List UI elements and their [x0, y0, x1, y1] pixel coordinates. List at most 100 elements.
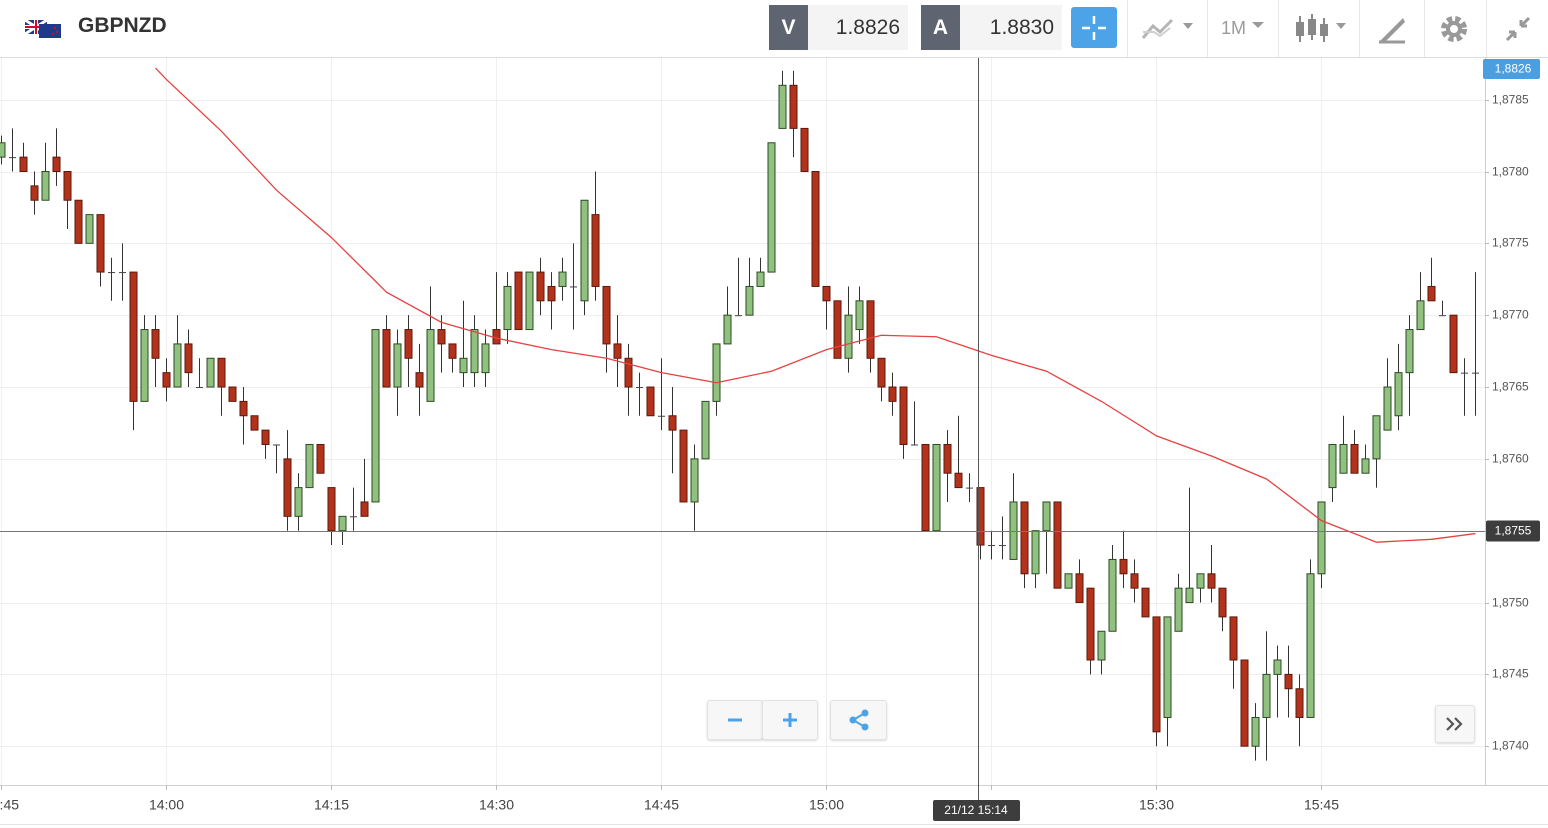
candle-body	[1350, 443, 1359, 474]
candle-body	[767, 142, 776, 273]
crosshair-button[interactable]	[1071, 7, 1117, 48]
candle-body	[108, 272, 115, 274]
candle-body	[570, 286, 577, 288]
candle-body	[492, 329, 501, 345]
bid-price: 1.8826	[808, 5, 908, 50]
candle-body	[943, 443, 952, 474]
candle-body	[437, 329, 446, 345]
candle-body	[96, 214, 105, 273]
candle-body	[448, 343, 457, 359]
candle-body	[668, 415, 677, 431]
overlay	[155, 67, 1476, 543]
candle-body	[690, 458, 699, 503]
candle-body	[701, 400, 710, 460]
candle-body	[1284, 673, 1293, 690]
candle-body	[1163, 616, 1172, 718]
x-tick-label: 15:45	[1304, 797, 1339, 813]
scroll-right-button[interactable]	[1435, 705, 1475, 743]
candle-body	[1383, 386, 1392, 431]
candle-body	[855, 300, 864, 331]
timeframe-button[interactable]: 1M	[1221, 18, 1247, 38]
candle-body	[735, 315, 742, 317]
candle-body	[305, 443, 314, 489]
candle-body	[1207, 573, 1216, 589]
settings-button[interactable]	[1438, 13, 1470, 45]
candle-body	[239, 400, 248, 417]
candle-body	[338, 515, 347, 532]
candle-body	[196, 387, 203, 389]
candle-body	[1097, 630, 1106, 661]
candle-body	[800, 127, 809, 173]
candle-body	[602, 285, 611, 345]
candle-body	[1472, 372, 1479, 374]
crosshair-time-box	[933, 800, 1020, 821]
candle-body	[1218, 587, 1227, 618]
candle-body	[723, 314, 732, 345]
plot-area	[0, 58, 1485, 785]
candle-body	[1119, 558, 1128, 575]
candle-body	[1053, 501, 1062, 589]
zoom-out-button[interactable]	[707, 700, 763, 740]
share-button[interactable]	[830, 700, 887, 740]
candle-body	[1031, 530, 1040, 575]
y-tick-label: 1,8745	[1492, 667, 1529, 681]
candle-body	[911, 444, 918, 446]
candle-body	[173, 343, 182, 388]
candle-body	[756, 271, 765, 287]
y-tick-label: 1,8775	[1492, 236, 1529, 250]
candle-body	[547, 285, 556, 302]
last-price-box	[1483, 59, 1540, 79]
collapse-button[interactable]	[1503, 14, 1533, 44]
candle-body	[877, 357, 886, 388]
candle-body	[1042, 501, 1051, 532]
candle-body	[591, 214, 600, 287]
candle-body	[1174, 587, 1183, 632]
y-tick-label: 1,8740	[1492, 739, 1529, 753]
candle-body	[822, 285, 831, 302]
crosshair-icon	[1082, 15, 1106, 40]
candle-body	[712, 343, 721, 402]
candle-body	[536, 271, 545, 302]
grid	[0, 58, 1485, 785]
candle-body	[316, 443, 325, 474]
x-tick-label: 14:00	[149, 797, 184, 813]
candle-body	[966, 487, 973, 489]
candle-body	[1229, 616, 1238, 661]
candle-body	[1295, 688, 1304, 718]
x-tick-label: 14:45	[644, 797, 679, 813]
candle-body	[580, 199, 589, 302]
y-tick-label: 1,8750	[1492, 596, 1529, 610]
zoom-in-button[interactable]	[762, 700, 818, 740]
candle-body	[789, 84, 798, 129]
candle-body	[514, 271, 523, 331]
candle-body	[217, 357, 226, 388]
candle-body	[1328, 443, 1337, 489]
candle-body	[558, 271, 567, 287]
candle-body	[283, 458, 292, 517]
ask-button[interactable]: A	[921, 5, 960, 50]
chart-type-button[interactable]	[1140, 14, 1200, 44]
candle-body	[19, 156, 28, 173]
candle-body	[30, 185, 39, 201]
candle-body	[1449, 314, 1458, 374]
candle-body	[646, 386, 655, 417]
draw-tool-button[interactable]	[1377, 14, 1407, 44]
candle-style-button[interactable]	[1292, 12, 1352, 46]
candle-body	[360, 501, 369, 517]
symbol: GBPNZD	[78, 14, 167, 37]
candle-body	[921, 443, 930, 532]
candle-body	[778, 84, 787, 129]
candle-body	[470, 329, 479, 374]
candle-body	[41, 171, 50, 201]
bid-button[interactable]: V	[769, 5, 808, 50]
candle-body	[1416, 300, 1425, 331]
separator	[1424, 0, 1425, 57]
separator	[1359, 0, 1360, 57]
candle-body	[1196, 573, 1205, 589]
x-tick-label: 13:45	[0, 797, 19, 813]
candle-body	[899, 386, 908, 445]
candle-body	[658, 415, 665, 417]
candle-body	[52, 156, 61, 173]
candle-body	[119, 272, 126, 274]
